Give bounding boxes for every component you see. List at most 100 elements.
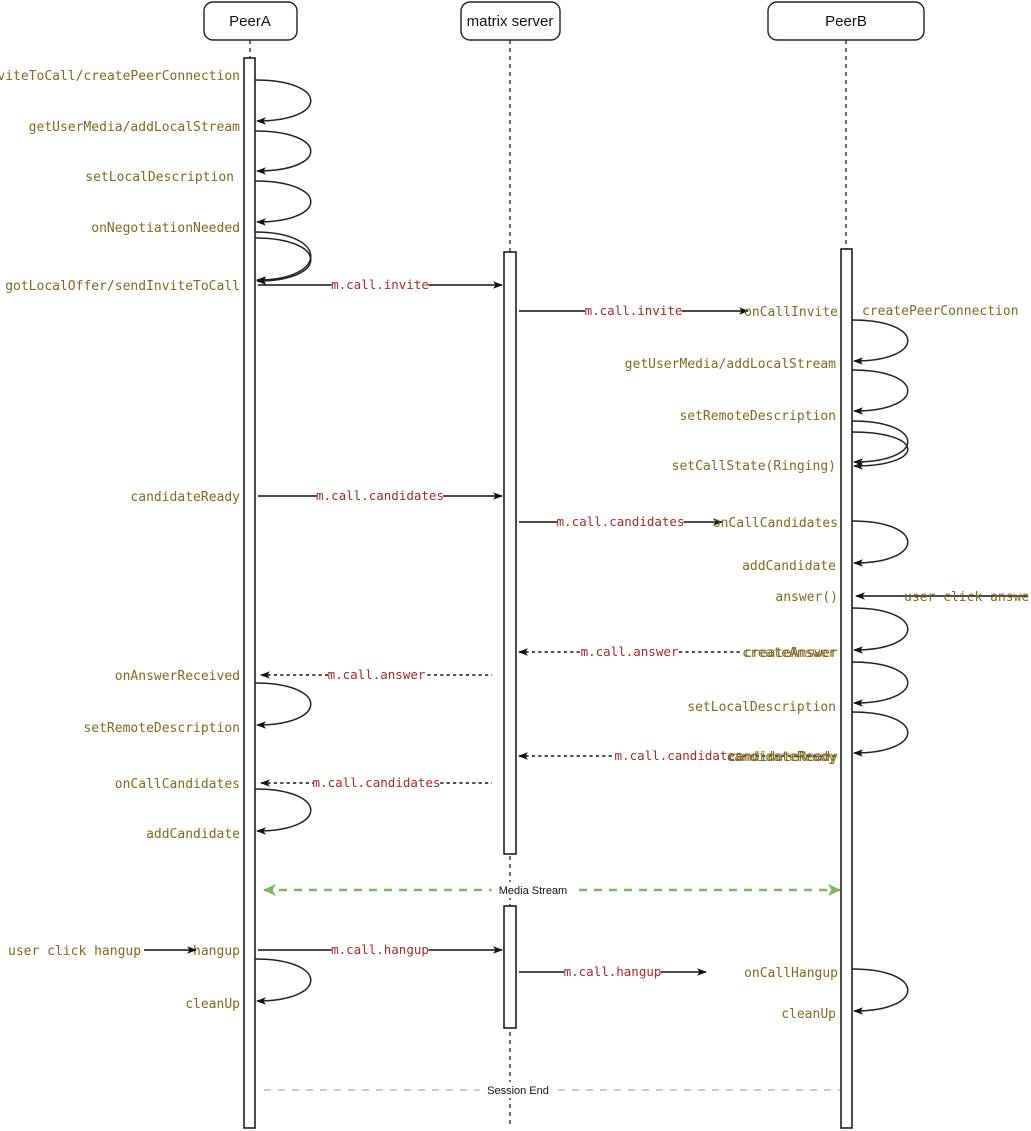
self-message-label-b2: getUserMedia/addLocalStream bbox=[625, 357, 836, 372]
activation-bar-server bbox=[503, 251, 517, 855]
message-label-m6: m.call.answer bbox=[328, 667, 426, 682]
endpoint-label-e3: answer() bbox=[775, 590, 838, 605]
self-message-label-a8: cleanUp bbox=[185, 997, 240, 1012]
actor-box-peerA[interactable] bbox=[203, 1, 298, 41]
self-message-b2[interactable]: getUserMedia/addLocalStream bbox=[625, 357, 909, 415]
endpoint-label-e7: candidateReady bbox=[130, 490, 240, 505]
note-label-bg-media bbox=[491, 882, 575, 898]
self-message-b5[interactable]: addCandidate bbox=[742, 520, 909, 574]
message-label-m3: m.call.candidates bbox=[316, 488, 444, 503]
message-m7[interactable]: m.call.candidates bbox=[518, 747, 838, 763]
external-action-x2[interactable]: user click hangup bbox=[8, 944, 197, 959]
message-label-m7: m.call.candidates bbox=[615, 748, 743, 763]
self-message-label-b8: candidateReady bbox=[726, 750, 836, 765]
message-m1[interactable]: m.call.invite bbox=[258, 276, 503, 292]
message-m9[interactable]: m.call.hangup bbox=[258, 941, 503, 957]
self-message-arc-b2 bbox=[851, 369, 909, 415]
message-m3[interactable]: m.call.candidates bbox=[258, 487, 503, 503]
self-message-label-a3: setLocalDescription bbox=[85, 170, 234, 185]
self-message-b7[interactable]: setLocalDescription bbox=[687, 661, 909, 715]
self-message-a8[interactable]: cleanUp bbox=[185, 958, 312, 1012]
actor-peerA[interactable]: PeerA bbox=[203, 1, 298, 41]
note-media: Media Stream bbox=[263, 882, 841, 898]
notes-group: Media Stream Session End bbox=[263, 882, 841, 1098]
actor-peerB[interactable]: PeerB bbox=[767, 1, 925, 41]
endpoint-label-e5: candidateReady bbox=[728, 750, 838, 765]
activation-bars-group bbox=[243, 57, 853, 1129]
self-message-b6[interactable]: createAnswer bbox=[742, 607, 909, 661]
self-message-a3[interactable]: setLocalDescription bbox=[85, 170, 312, 226]
self-message-label-a7: addCandidate bbox=[146, 827, 240, 842]
note-label-bg-session bbox=[479, 1082, 557, 1098]
endpoint-label-e10: hangup bbox=[193, 944, 240, 959]
actor-label-peerB: PeerB bbox=[825, 13, 867, 30]
self-message-b9[interactable]: cleanUp bbox=[781, 968, 909, 1022]
external-action-x1[interactable]: user click answer bbox=[855, 590, 1031, 605]
message-label-bg-m7 bbox=[615, 747, 742, 762]
message-m10[interactable]: m.call.hangup bbox=[519, 963, 707, 979]
external-action-label-x2: user click hangup bbox=[8, 944, 141, 959]
self-message-label-a6: setRemoteDescription bbox=[83, 721, 240, 736]
self-message-b1[interactable]: createPeerConnection bbox=[851, 304, 1019, 365]
endpoint-label-e4: createAnswer bbox=[744, 646, 838, 661]
message-label-m1: m.call.invite bbox=[331, 277, 429, 292]
actor-server[interactable]: matrix server bbox=[460, 1, 561, 41]
message-label-bg-m3 bbox=[316, 487, 444, 502]
actor-box-server[interactable] bbox=[460, 1, 561, 41]
message-label-m9: m.call.hangup bbox=[331, 942, 429, 957]
self-message-label-b1: createPeerConnection bbox=[862, 304, 1019, 319]
message-m6[interactable]: m.call.answer bbox=[260, 666, 492, 682]
self-message-arc-b1 bbox=[851, 319, 909, 365]
actor-box-peerB[interactable] bbox=[767, 1, 925, 41]
self-message-label-b6: createAnswer bbox=[742, 646, 836, 661]
message-m2[interactable]: m.call.invite bbox=[519, 302, 749, 318]
self-message-label-b5: addCandidate bbox=[742, 559, 836, 574]
self-message-arc-a8 bbox=[254, 958, 312, 1005]
activation-bar-peerB bbox=[840, 248, 853, 1129]
endpoint-label-e2: onCallCandidates bbox=[713, 516, 838, 531]
message-label-bg-m2 bbox=[585, 302, 682, 317]
endpoint-label-e1: onCallInvite bbox=[744, 305, 838, 320]
message-m5[interactable]: m.call.answer bbox=[518, 643, 740, 659]
self-message-label-a5: gotLocalOffer/sendInviteToCall bbox=[5, 279, 240, 294]
endpoint-label-e9: onCallCandidates bbox=[115, 777, 240, 792]
message-label-bg-m8 bbox=[313, 774, 440, 789]
self-message-arc-a2 bbox=[254, 130, 312, 175]
self-message-a4[interactable]: onNegotiationNeeded bbox=[91, 221, 312, 284]
self-message-arc-a7 bbox=[254, 788, 312, 835]
message-label-bg-m1 bbox=[331, 276, 429, 291]
self-message-b3[interactable]: setRemoteDescription bbox=[679, 409, 909, 466]
message-label-bg-m9 bbox=[331, 941, 429, 956]
self-message-arc-b9 bbox=[851, 968, 909, 1015]
self-message-arc-a5 bbox=[254, 237, 312, 285]
message-label-m2: m.call.invite bbox=[585, 303, 683, 318]
self-message-arc-b4 bbox=[851, 431, 909, 470]
message-label-m5: m.call.answer bbox=[581, 644, 679, 659]
self-message-b8[interactable]: candidateReady bbox=[726, 711, 909, 765]
self-message-a6[interactable]: setRemoteDescription bbox=[83, 682, 312, 736]
self-message-b4[interactable]: setCallState(Ringing) bbox=[672, 431, 909, 474]
self-message-a2[interactable]: getUserMedia/addLocalStream bbox=[29, 120, 312, 175]
self-message-arc-b6 bbox=[851, 607, 909, 654]
self-message-label-b7: setLocalDescription bbox=[687, 700, 836, 715]
self-message-label-b9: cleanUp bbox=[781, 1007, 836, 1022]
endpoint-label-e8: onAnswerReceived bbox=[115, 669, 240, 684]
self-message-label-a4: onNegotiationNeeded bbox=[91, 221, 240, 236]
actor-boxes-group: PeerA matrix server PeerB bbox=[203, 1, 925, 41]
message-label-m4: m.call.candidates bbox=[557, 514, 685, 529]
external-action-label-x1: user click answer bbox=[904, 590, 1031, 605]
self-message-a1[interactable]: inviteToCall/createPeerConnection bbox=[0, 69, 312, 125]
self-message-arc-b8 bbox=[851, 711, 909, 757]
message-m8[interactable]: m.call.candidates bbox=[260, 774, 492, 790]
message-label-bg-m4 bbox=[557, 513, 684, 528]
self-message-a5[interactable]: gotLocalOffer/sendInviteToCall bbox=[5, 237, 312, 294]
self-message-arc-a3 bbox=[254, 180, 312, 226]
message-m4[interactable]: m.call.candidates bbox=[519, 513, 723, 529]
activation-bar-server bbox=[503, 905, 517, 1029]
message-label-bg-m5 bbox=[581, 643, 678, 658]
self-message-arc-a6 bbox=[254, 682, 312, 729]
self-message-a7[interactable]: addCandidate bbox=[146, 788, 312, 842]
endpoint-label-e6: onCallHangup bbox=[744, 966, 838, 981]
